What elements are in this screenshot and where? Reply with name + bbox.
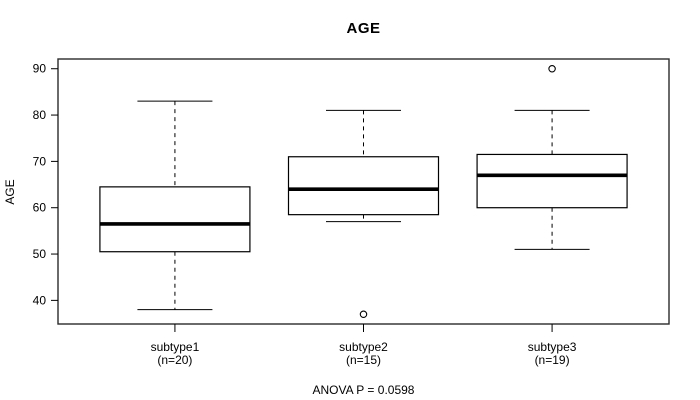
anova-p-annotation: ANOVA P = 0.0598 [312, 383, 415, 397]
chart-title: AGE [346, 20, 381, 37]
boxplot-group-subtype2: subtype2(n=15) [287, 109, 440, 367]
iqr-box [287, 156, 440, 216]
y-tick-label: 90 [33, 62, 47, 76]
boxplot-group-subtype1: subtype1(n=20) [99, 100, 251, 367]
category-sublabel: (n=19) [535, 353, 570, 367]
category-sublabel: (n=20) [157, 353, 192, 367]
y-tick-label: 80 [33, 108, 47, 122]
y-tick-label: 60 [33, 201, 47, 215]
y-tick-label: 50 [33, 247, 47, 261]
category-label: subtype3 [528, 340, 577, 354]
outlier-point [548, 64, 556, 73]
y-tick-label: 70 [33, 154, 47, 168]
category-sublabel: (n=15) [346, 353, 381, 367]
iqr-box [99, 186, 251, 253]
iqr-box [476, 153, 628, 209]
boxplot-group-subtype3: subtype3(n=19) [476, 64, 628, 367]
outlier-point [359, 310, 368, 319]
y-tick-label: 40 [33, 293, 47, 307]
category-label: subtype2 [339, 340, 388, 354]
category-label: subtype1 [151, 340, 200, 354]
